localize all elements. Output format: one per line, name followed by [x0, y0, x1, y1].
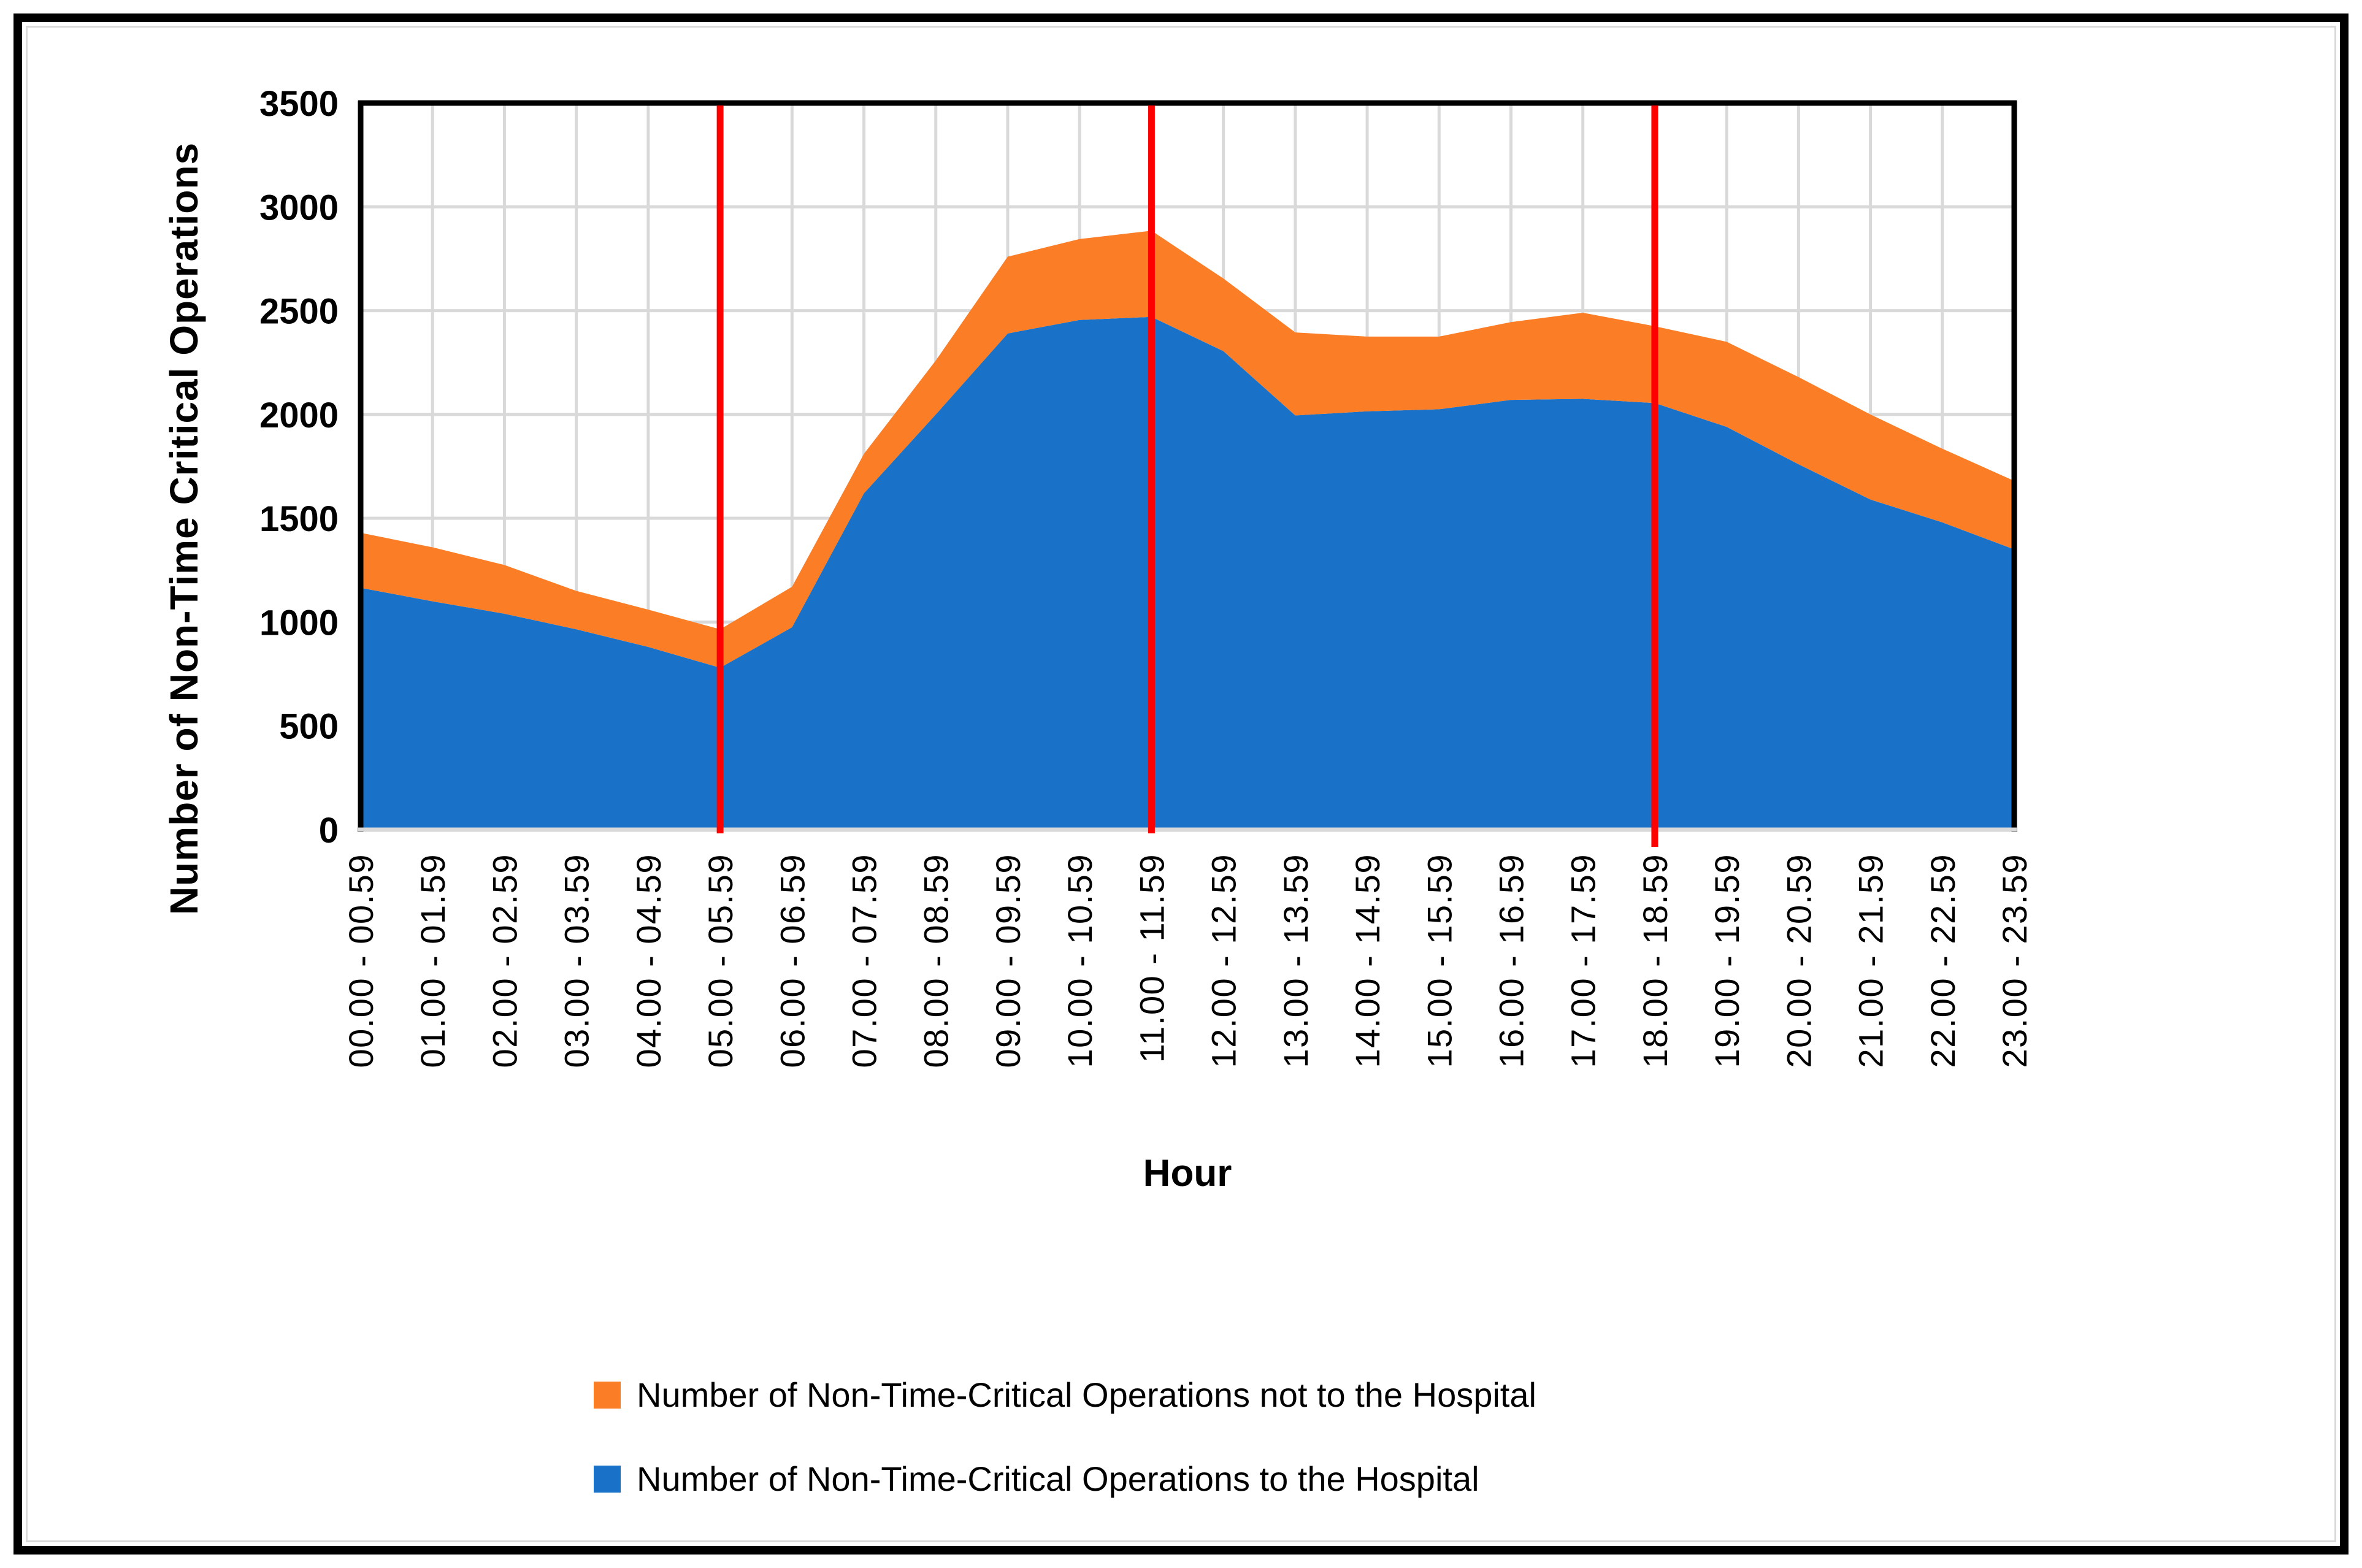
y-tick-label: 1000	[259, 603, 339, 643]
x-tick-label: 16.00 - 16.59	[1492, 854, 1530, 1068]
x-tick-label: 08.00 - 08.59	[917, 854, 956, 1068]
y-tick-label: 2500	[259, 292, 339, 332]
x-tick-label: 07.00 - 07.59	[845, 854, 884, 1068]
x-tick-label: 10.00 - 10.59	[1060, 854, 1099, 1068]
y-tick-label: 2000	[259, 396, 339, 435]
y-tick-label: 0	[319, 811, 339, 851]
area-to-hospital	[361, 316, 2014, 830]
y-axis-title: Number of Non-Time Critical Operations	[162, 142, 206, 916]
x-tick-label: 04.00 - 04.59	[629, 854, 668, 1068]
chart-legend: Number of Non-Time-Critical Operations n…	[594, 1375, 1536, 1499]
x-tick-label: 22.00 - 22.59	[1923, 854, 1962, 1068]
x-tick-label: 14.00 - 14.59	[1348, 854, 1387, 1068]
y-tick-label: 500	[279, 707, 339, 747]
legend-label: Number of Non-Time-Critical Operations t…	[637, 1459, 1479, 1498]
x-tick-label: 06.00 - 06.59	[773, 854, 811, 1068]
x-tick-label: 01.00 - 01.59	[413, 854, 452, 1068]
y-tick-label: 3500	[259, 84, 339, 124]
area-not-to-hospital	[361, 231, 2014, 668]
x-tick-label: 17.00 - 17.59	[1564, 854, 1603, 1068]
x-tick-label: 13.00 - 13.59	[1276, 854, 1315, 1068]
x-tick-label: 19.00 - 19.59	[1708, 854, 1746, 1068]
x-tick-label: 21.00 - 21.59	[1852, 854, 1890, 1068]
x-tick-label: 02.00 - 02.59	[485, 854, 524, 1068]
y-tick-label: 1500	[259, 499, 339, 539]
x-tick-label: 15.00 - 15.59	[1420, 854, 1459, 1068]
x-tick-label: 18.00 - 18.59	[1636, 854, 1674, 1068]
y-tick-label: 3000	[259, 188, 339, 228]
x-tick-label: 12.00 - 12.59	[1205, 854, 1243, 1068]
x-tick-label: 20.00 - 20.59	[1779, 854, 1818, 1068]
x-tick-label: 03.00 - 03.59	[558, 854, 596, 1068]
x-tick-label: 05.00 - 05.59	[701, 854, 740, 1068]
legend-item-not-to-hospital: Number of Non-Time-Critical Operations n…	[594, 1375, 1536, 1415]
legend-label: Number of Non-Time-Critical Operations n…	[637, 1375, 1536, 1414]
x-tick-label: 23.00 - 23.59	[1995, 854, 2034, 1068]
x-tick-label: 09.00 - 09.59	[989, 854, 1027, 1068]
legend-item-to-hospital: Number of Non-Time-Critical Operations t…	[594, 1459, 1536, 1499]
legend-swatch-blue-icon	[594, 1465, 621, 1493]
x-tick-label: 11.00 - 11.59	[1132, 854, 1171, 1063]
x-axis-title: Hour	[1143, 1152, 1232, 1195]
legend-swatch-orange-icon	[594, 1381, 621, 1409]
x-tick-label: 00.00 - 00.59	[342, 854, 380, 1068]
